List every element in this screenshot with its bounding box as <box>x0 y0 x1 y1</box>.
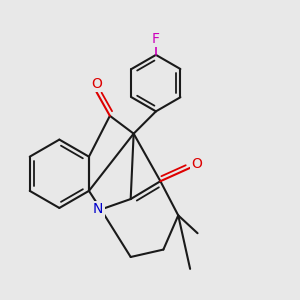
Text: N: N <box>93 202 103 216</box>
Text: O: O <box>91 77 102 91</box>
Text: F: F <box>152 32 160 46</box>
Text: O: O <box>191 157 202 171</box>
